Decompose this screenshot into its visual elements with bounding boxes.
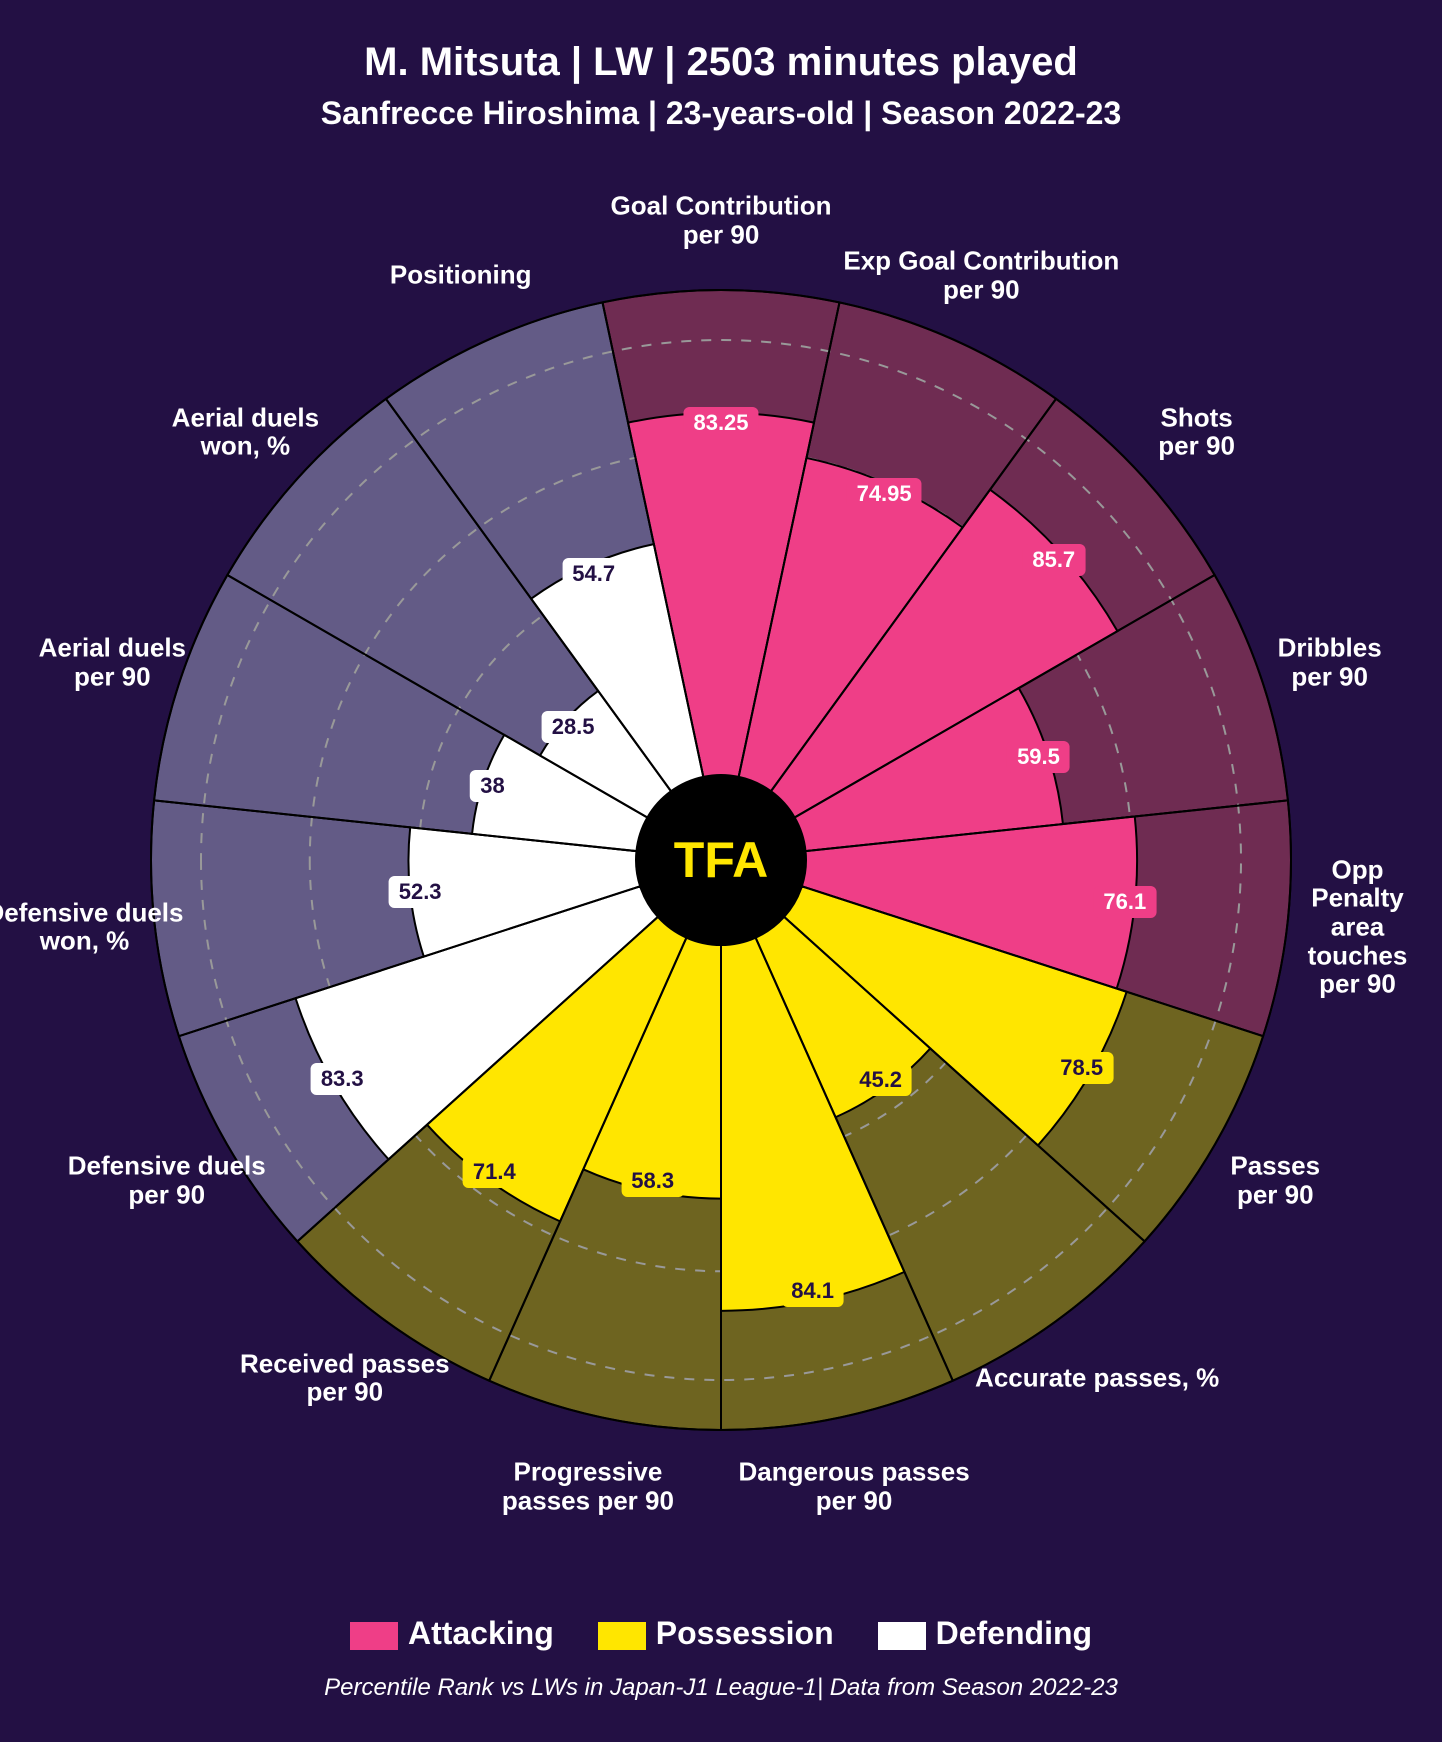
value-label: 85.7 [1022,544,1085,576]
segment-label: Aerial duels won, % [172,403,319,460]
legend-item: Possession [598,1615,834,1652]
value-label: 74.95 [847,478,922,510]
legend: Attacking Possession Defending [0,1615,1442,1652]
segment-label: Dribbles per 90 [1278,634,1382,691]
value-label: 71.4 [463,1156,526,1188]
segment-label: Progressive passes per 90 [502,1457,674,1514]
segment-label: Defensive duels won, % [0,898,183,955]
segment-label: Accurate passes, % [975,1363,1219,1392]
segment-label: Defensive duels per 90 [68,1151,266,1208]
footer-note: Percentile Rank vs LWs in Japan-J1 Leagu… [0,1674,1442,1702]
value-label: 52.3 [389,876,452,908]
polar-chart: 83.25 74.95 85.7 59.5 76.1 78.5 45.2 84.1 58.3 71… [0,180,1442,1540]
legend-item: Defending [878,1615,1092,1652]
value-label: 54.7 [562,558,625,590]
legend-item: Attacking [350,1615,554,1652]
value-label: 38 [470,770,514,802]
segment-label: Goal Contribution per 90 [611,191,832,248]
value-label: 28.5 [542,711,605,743]
segment-label: Passes per 90 [1230,1151,1320,1208]
segment-label: Received passes per 90 [240,1349,450,1406]
legend-swatch [598,1622,646,1650]
segment-label: Dangerous passes per 90 [738,1457,969,1514]
chart-title: M. Mitsuta | LW | 2503 minutes played [0,0,1442,85]
value-label: 83.25 [683,407,758,439]
value-label: 84.1 [781,1275,844,1307]
value-label: 83.3 [311,1063,374,1095]
segment-label: Positioning [390,261,532,290]
segment-label: Exp Goal Contribution per 90 [843,247,1119,304]
chart-subtitle: Sanfrecce Hiroshima | 23-years-old | Sea… [0,85,1442,132]
segment-label: Opp Penalty area touches per 90 [1308,855,1408,998]
value-label: 45.2 [849,1064,912,1096]
segment-label: Aerial duels per 90 [39,634,186,691]
center-logo: TFA [636,775,806,945]
value-label: 58.3 [621,1165,684,1197]
segment-label: Shots per 90 [1158,403,1235,460]
value-label: 59.5 [1007,741,1070,773]
value-label: 78.5 [1050,1052,1113,1084]
legend-swatch [878,1622,926,1650]
legend-swatch [350,1622,398,1650]
value-label: 76.1 [1093,886,1156,918]
